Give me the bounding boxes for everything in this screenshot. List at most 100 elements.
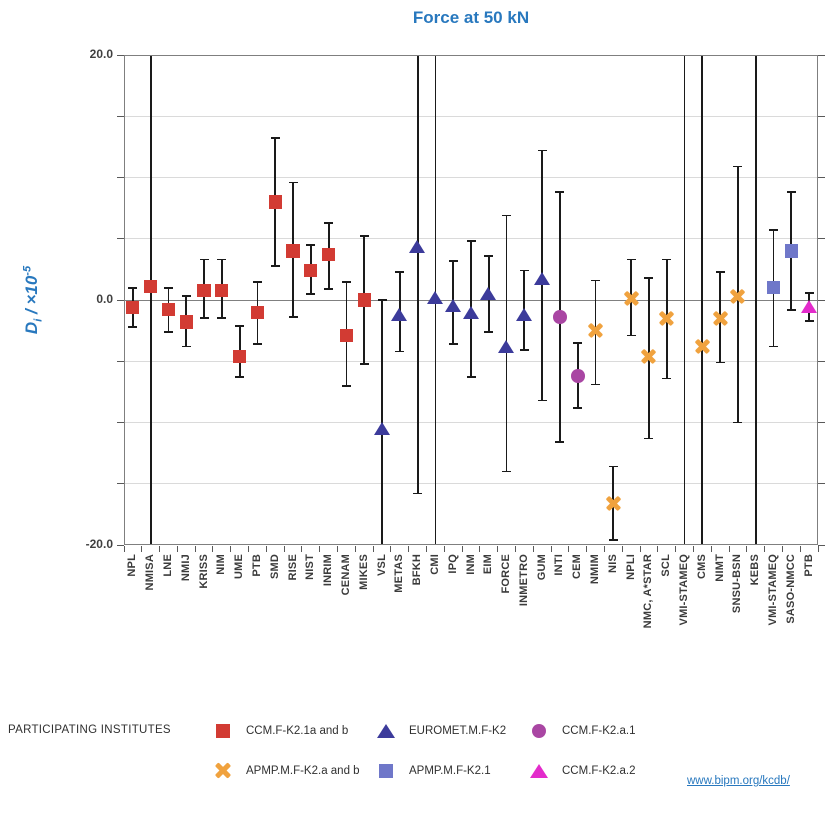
errorbar-cap-top-GUM <box>537 149 547 152</box>
errorbar-cap-top-EIM <box>484 255 494 257</box>
chart-title: Force at 50 kN <box>412 8 530 27</box>
errorbar-cap-bottom-INRIM <box>324 288 334 290</box>
y-tick-left--10 <box>117 422 124 423</box>
errorbar-cap-bottom-PTB <box>804 319 814 322</box>
legend-marker-euromet-m-f-k2 <box>377 722 395 740</box>
x-tick-6 <box>230 546 232 552</box>
errorbar-cap-bottom-FORCE <box>502 470 512 473</box>
marker-PTB <box>250 305 265 320</box>
gridline--10 <box>125 422 817 423</box>
errorbar-cap-bottom-KRISS <box>199 317 209 320</box>
y-tick-left-0 <box>117 299 124 301</box>
x-tick-10 <box>301 546 303 552</box>
x-tick-23 <box>532 546 534 552</box>
errorbar-cap-bottom-INMETRO <box>519 349 529 352</box>
x-tick-38 <box>799 546 801 552</box>
errorbar-cap-top-VMI-STAMEQ <box>769 229 778 232</box>
legend-heading: PARTICIPATING INSTITUTES <box>8 724 171 736</box>
x-tick-27 <box>603 546 605 552</box>
errorbar-cap-top-SCL <box>662 258 672 261</box>
marker-VSL <box>373 420 391 437</box>
errorbar-cap-top-NMIM <box>591 279 601 282</box>
y-tick-right--5 <box>818 360 825 362</box>
x-tick-19 <box>461 546 463 552</box>
marker-INTI <box>552 310 567 325</box>
errorbar-cap-top-NIMT <box>715 270 725 273</box>
kcdb-link[interactable]: www.bipm.org/kcdb/ <box>687 775 790 787</box>
errorbar-cap-top-INTI <box>555 191 565 194</box>
errorbar-cap-bottom-EIM <box>484 330 494 333</box>
legend-marker-apmp-m-f-k2-a-and-b <box>214 762 232 780</box>
marker-IPQ <box>444 298 462 315</box>
errorbar-cap-bottom-NPLI <box>626 334 636 337</box>
errorbar-cap-top-CEM <box>573 341 583 344</box>
y-tick-right-5 <box>818 238 825 240</box>
marker-MIKES <box>357 293 372 308</box>
gridline--15 <box>125 483 817 485</box>
x-tick-28 <box>621 546 623 552</box>
marker-EIM <box>480 285 497 302</box>
errorbar-cap-bottom-INTI <box>555 441 565 443</box>
errorbar-cap-bottom-CEM <box>573 406 583 409</box>
x-tick-22 <box>514 546 516 552</box>
errorbar-cap-bottom-SMD <box>270 264 280 267</box>
x-tick-7 <box>248 546 250 552</box>
x-tick-18 <box>443 546 445 552</box>
marker-LNE <box>161 302 176 317</box>
marker-METAS <box>391 306 408 323</box>
errorbar-cap-top-NPLI <box>626 258 636 261</box>
gridline-10 <box>125 177 817 178</box>
errorbar-cap-top-CENAM <box>341 280 351 283</box>
errorbar-cap-top-INRIM <box>324 221 334 224</box>
y-tick-right-15 <box>818 115 825 117</box>
marker-NIST <box>303 263 318 278</box>
errorbar-cap-top-NMC, A*STAR <box>644 277 654 279</box>
errorbar-cap-top-NPL <box>128 286 138 289</box>
errorbar-cap-bottom-RISE <box>288 316 298 319</box>
errorbar-cap-bottom-SCL <box>662 377 672 380</box>
x-tick-0 <box>123 546 125 552</box>
x-tick-2 <box>159 546 161 552</box>
errorbar-cap-bottom-NMIJ <box>181 345 191 348</box>
x-tick-24 <box>550 546 552 552</box>
marker-PTB <box>800 299 818 316</box>
x-tick-4 <box>194 546 196 552</box>
errorbar-cap-top-INMETRO <box>519 269 529 272</box>
errorbar-cap-bottom-MIKES <box>359 362 369 365</box>
marker-CENAM <box>339 328 354 343</box>
errorbar-cap-top-SASO-NMCC <box>786 191 796 194</box>
y-tick-left-5 <box>117 238 124 240</box>
errorbar-cap-bottom-GUM <box>537 399 547 402</box>
y-tick-left-20 <box>117 54 124 56</box>
errorbar-cap-bottom-INM <box>466 376 476 379</box>
x-tick-34 <box>728 546 730 552</box>
y-tick-right--10 <box>818 422 825 423</box>
legend-marker-apmp-m-f-k2-1 <box>378 763 395 780</box>
x-tick-17 <box>426 546 427 552</box>
x-tick-3 <box>176 546 178 552</box>
legend-label-apmp-m-f-k2-1: APMP.M.F-K2.1 <box>409 765 491 777</box>
errorbar-cap-top-SMD <box>270 137 280 140</box>
x-tick-39 <box>817 546 819 552</box>
marker-NIM <box>214 283 229 298</box>
x-tick-16 <box>408 546 410 552</box>
errorbar-cap-bottom-VMI-STAMEQ <box>769 345 778 348</box>
y-tick-right-10 <box>818 177 825 178</box>
errorbar-cap-bottom-NIST <box>306 292 316 295</box>
errorbar-cap-top-KRISS <box>199 258 209 261</box>
x-tick-37 <box>781 546 783 552</box>
errorbar-cap-top-PTB <box>804 291 814 294</box>
errorbar-cap-bottom-LNE <box>163 330 173 333</box>
marker-GUM <box>533 271 551 288</box>
gridline-15 <box>125 115 817 117</box>
marker-VMI-STAMEQ <box>766 280 781 295</box>
legend-marker-ccm-f-k2-a-2 <box>530 762 548 780</box>
marker-NMISA <box>143 279 158 294</box>
legend-label-ccm-f-k2-a-2: CCM.F-K2.a.2 <box>562 765 636 777</box>
y-tick-left--5 <box>117 360 124 362</box>
errorbar-cap-top-LNE <box>163 286 173 289</box>
errorbar-cap-top-PTB <box>252 280 262 283</box>
marker-KRISS <box>197 283 212 298</box>
